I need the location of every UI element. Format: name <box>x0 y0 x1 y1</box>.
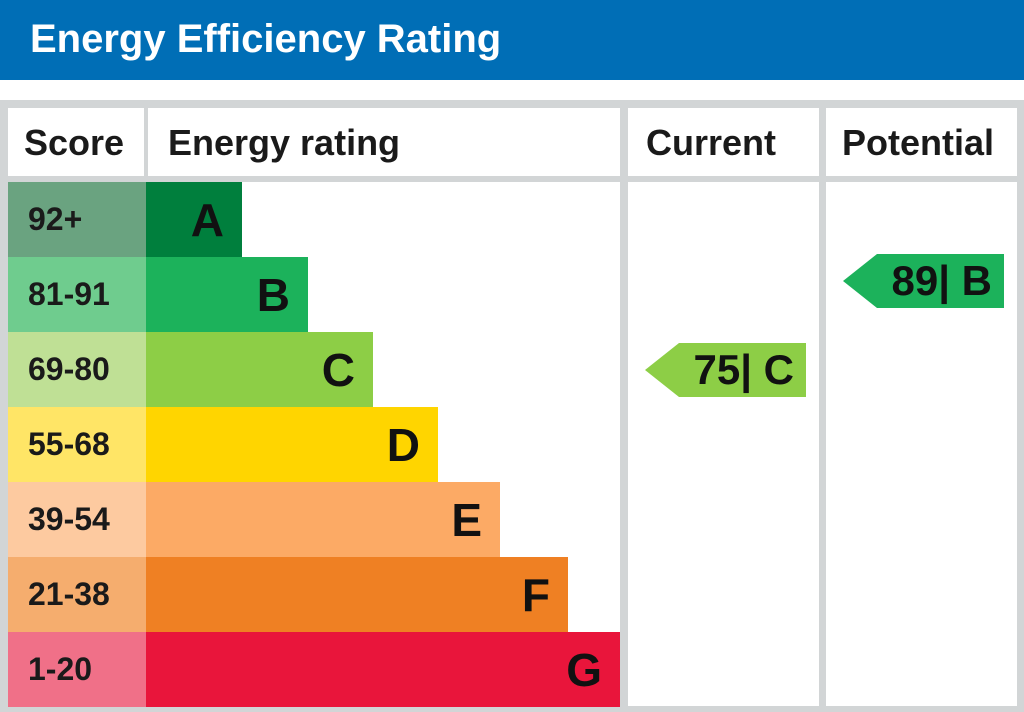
band-letter-b: B <box>256 268 290 321</box>
score-range-a: 92+ <box>8 182 146 257</box>
band-bar-a: A <box>146 182 242 257</box>
score-header: Score <box>24 122 125 163</box>
band-letter-a: A <box>190 193 224 246</box>
score-header-cell: Score <box>8 108 144 176</box>
current-header-cell: Current <box>628 108 819 176</box>
band-letter-f: F <box>521 568 550 621</box>
band-bar-f: F <box>146 557 568 632</box>
band-letter-g: G <box>566 643 602 696</box>
chart-title: Energy Efficiency Rating <box>30 17 502 61</box>
band-bar-d: D <box>146 407 438 482</box>
score-range-b: 81-91 <box>8 257 146 332</box>
score-range-f: 21-38 <box>8 557 146 632</box>
band-letter-d: D <box>386 418 420 471</box>
energy-rating-header: Energy rating <box>168 122 401 163</box>
energy-rating-header-cell: Energy rating <box>148 108 620 176</box>
score-range-c: 69-80 <box>8 332 146 407</box>
potential-rating-arrow: 89| B <box>843 254 1004 308</box>
potential-header: Potential <box>842 122 995 163</box>
potential-header-cell: Potential <box>826 108 1017 176</box>
band-bar-e: E <box>146 482 500 557</box>
band-bar-c: C <box>146 332 373 407</box>
band-letter-e: E <box>451 493 482 546</box>
band-bar-g: G <box>146 632 620 707</box>
current-rating-arrow: 75| C <box>645 343 806 397</box>
score-range-d: 55-68 <box>8 407 146 482</box>
current-rating-label: 75| C <box>693 346 794 393</box>
score-range-g: 1-20 <box>8 632 146 707</box>
current-body-cell <box>628 182 819 706</box>
band-letter-c: C <box>321 343 355 396</box>
potential-rating-label: 89| B <box>891 257 992 304</box>
band-bar-b: B <box>146 257 308 332</box>
current-header: Current <box>646 122 777 163</box>
title-bar: Energy Efficiency Rating <box>0 0 1024 80</box>
score-range-e: 39-54 <box>8 482 146 557</box>
